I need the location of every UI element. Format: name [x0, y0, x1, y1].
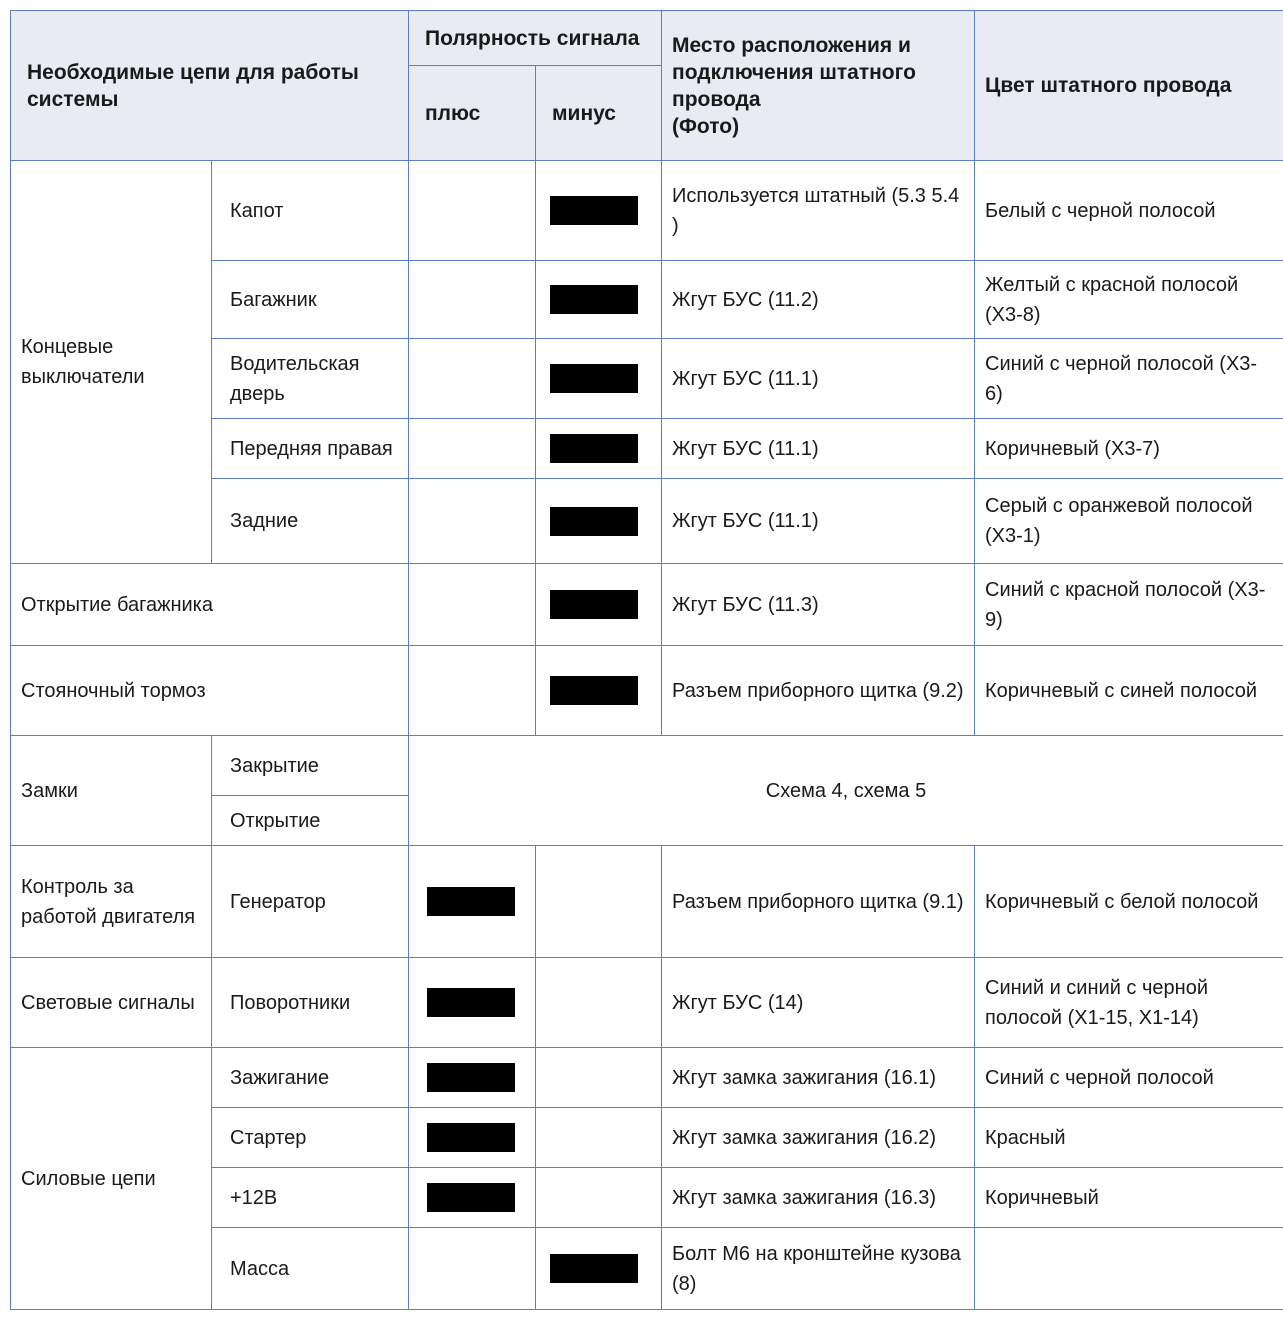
row-trunk-open-color: Синий с красной полосой (X3-9): [974, 563, 1283, 646]
row-generator-location: Разъем приборного щитка (9.1): [661, 845, 976, 958]
row-turn-signals-name: Поворотники: [211, 957, 409, 1048]
row-front-right-plus: [408, 418, 536, 479]
row-rear-location: Жгут БУС (11.1): [661, 478, 976, 564]
header-polarity: Полярность сигнала: [407, 10, 663, 66]
row-generator-name: Генератор: [211, 845, 409, 958]
row-parking-brake-location: Разъем приборного щитка (9.2): [661, 645, 976, 736]
row-generator-color: Коричневый с белой полосой: [974, 845, 1283, 958]
group-power-circuits: Силовые цепи: [10, 1047, 212, 1310]
row-plus12-minus: [534, 1167, 663, 1228]
row-plus12-color: Коричневый: [974, 1167, 1283, 1228]
minus-marker: [550, 590, 638, 619]
row-driver-door-location: Жгут БУС (11.1): [661, 338, 976, 419]
row-parking-brake-color: Коричневый с синей полосой: [974, 645, 1283, 736]
row-hood-plus: [408, 160, 536, 261]
row-trunk-location: Жгут БУС (11.2): [661, 260, 976, 339]
row-ignition-plus: [408, 1047, 536, 1108]
row-starter-name: Стартер: [211, 1107, 409, 1168]
header-location-line3: провода: [672, 87, 761, 111]
group-engine-control: Контроль за работой двигателя: [10, 845, 212, 958]
wiring-table: Необходимые цепи для работы системы Поля…: [10, 10, 1283, 1310]
plus-marker: [427, 1063, 515, 1092]
row-hood-color: Белый с черной полосой: [974, 160, 1283, 261]
row-ignition-location: Жгут замка зажигания (16.1): [661, 1047, 976, 1108]
row-ground-name: Масса: [211, 1227, 409, 1310]
row-front-right-name: Передняя правая: [211, 418, 409, 479]
row-ground-color: [974, 1227, 1283, 1310]
row-turn-signals-minus: [534, 957, 663, 1048]
row-parking-brake-plus: [408, 645, 536, 736]
group-limit-switches: Концевые выключатели: [10, 160, 212, 564]
minus-marker: [550, 285, 638, 314]
row-plus12-location: Жгут замка зажигания (16.3): [661, 1167, 976, 1228]
row-rear-color: Серый с оранжевой полосой (X3-1): [974, 478, 1283, 564]
row-trunk-name: Багажник: [211, 260, 409, 339]
row-front-right-location: Жгут БУС (11.1): [661, 418, 976, 479]
row-turn-signals-plus: [408, 957, 536, 1048]
row-parking-brake-name: Стояночный тормоз: [10, 645, 409, 736]
row-lock-close-name: Закрытие: [211, 735, 409, 796]
row-plus12-plus: [408, 1167, 536, 1228]
header-color: Цвет штатного провода: [974, 10, 1283, 161]
minus-marker: [550, 1254, 638, 1283]
row-generator-plus: [408, 845, 536, 958]
minus-marker: [550, 196, 638, 225]
header-plus: плюс: [408, 65, 536, 161]
row-hood-location: Используется штатный (5.3 5.4 ): [661, 160, 976, 261]
row-driver-door-color: Синий с черной полосой (X3-6): [974, 338, 1283, 419]
row-trunk-color: Желтый с красной полосой (X3-8): [974, 260, 1283, 339]
row-trunk-plus: [408, 260, 536, 339]
row-generator-minus: [534, 845, 663, 958]
row-ignition-minus: [534, 1047, 663, 1108]
row-driver-door-plus: [408, 338, 536, 419]
row-driver-door-minus: [534, 338, 663, 419]
minus-marker: [550, 676, 638, 705]
row-trunk-open-plus: [408, 563, 536, 646]
row-ignition-color: Синий с черной полосой: [974, 1047, 1283, 1108]
minus-marker: [550, 434, 638, 463]
header-minus: минус: [534, 65, 663, 161]
row-hood-minus: [534, 160, 663, 261]
row-ground-minus: [534, 1227, 663, 1310]
row-lock-open-name: Открытие: [211, 795, 409, 846]
row-turn-signals-location: Жгут БУС (14): [661, 957, 976, 1048]
header-location-line2: подключения штатного: [672, 60, 916, 84]
row-hood-name: Капот: [211, 160, 409, 261]
row-plus12-name: +12В: [211, 1167, 409, 1228]
header-location-line4: (Фото): [672, 114, 740, 138]
row-trunk-minus: [534, 260, 663, 339]
minus-marker: [550, 506, 638, 536]
row-ground-plus: [408, 1227, 536, 1310]
plus-marker: [427, 887, 515, 916]
row-starter-color: Красный: [974, 1107, 1283, 1168]
row-trunk-open-location: Жгут БУС (11.3): [661, 563, 976, 646]
minus-marker: [550, 364, 638, 393]
row-turn-signals-color: Синий и синий с черной полосой (X1-15, X…: [974, 957, 1283, 1048]
row-trunk-open-name: Открытие багажника: [10, 563, 409, 646]
group-light-signals: Световые сигналы: [10, 957, 212, 1048]
row-rear-minus: [534, 478, 663, 564]
header-circuits: Необходимые цепи для работы системы: [10, 10, 409, 161]
row-front-right-minus: [534, 418, 663, 479]
group-locks: Замки: [10, 735, 212, 846]
row-ground-location: Болт М6 на кронштейне кузова (8): [661, 1227, 976, 1310]
row-starter-location: Жгут замка зажигания (16.2): [661, 1107, 976, 1168]
row-trunk-open-minus: [534, 563, 663, 646]
locks-note: Схема 4, схема 5: [407, 735, 1283, 846]
row-starter-plus: [408, 1107, 536, 1168]
plus-marker: [427, 1123, 515, 1152]
header-location: Место расположения и подключения штатног…: [661, 10, 976, 161]
plus-marker: [427, 1183, 515, 1212]
header-location-line1: Место расположения и: [672, 33, 911, 57]
row-driver-door-name: Водительская дверь: [211, 338, 409, 419]
row-ignition-name: Зажигание: [211, 1047, 409, 1108]
row-front-right-color: Коричневый (X3-7): [974, 418, 1283, 479]
row-starter-minus: [534, 1107, 663, 1168]
plus-marker: [427, 988, 515, 1017]
row-rear-plus: [408, 478, 536, 564]
row-rear-name: Задние: [211, 478, 409, 564]
row-parking-brake-minus: [534, 645, 663, 736]
